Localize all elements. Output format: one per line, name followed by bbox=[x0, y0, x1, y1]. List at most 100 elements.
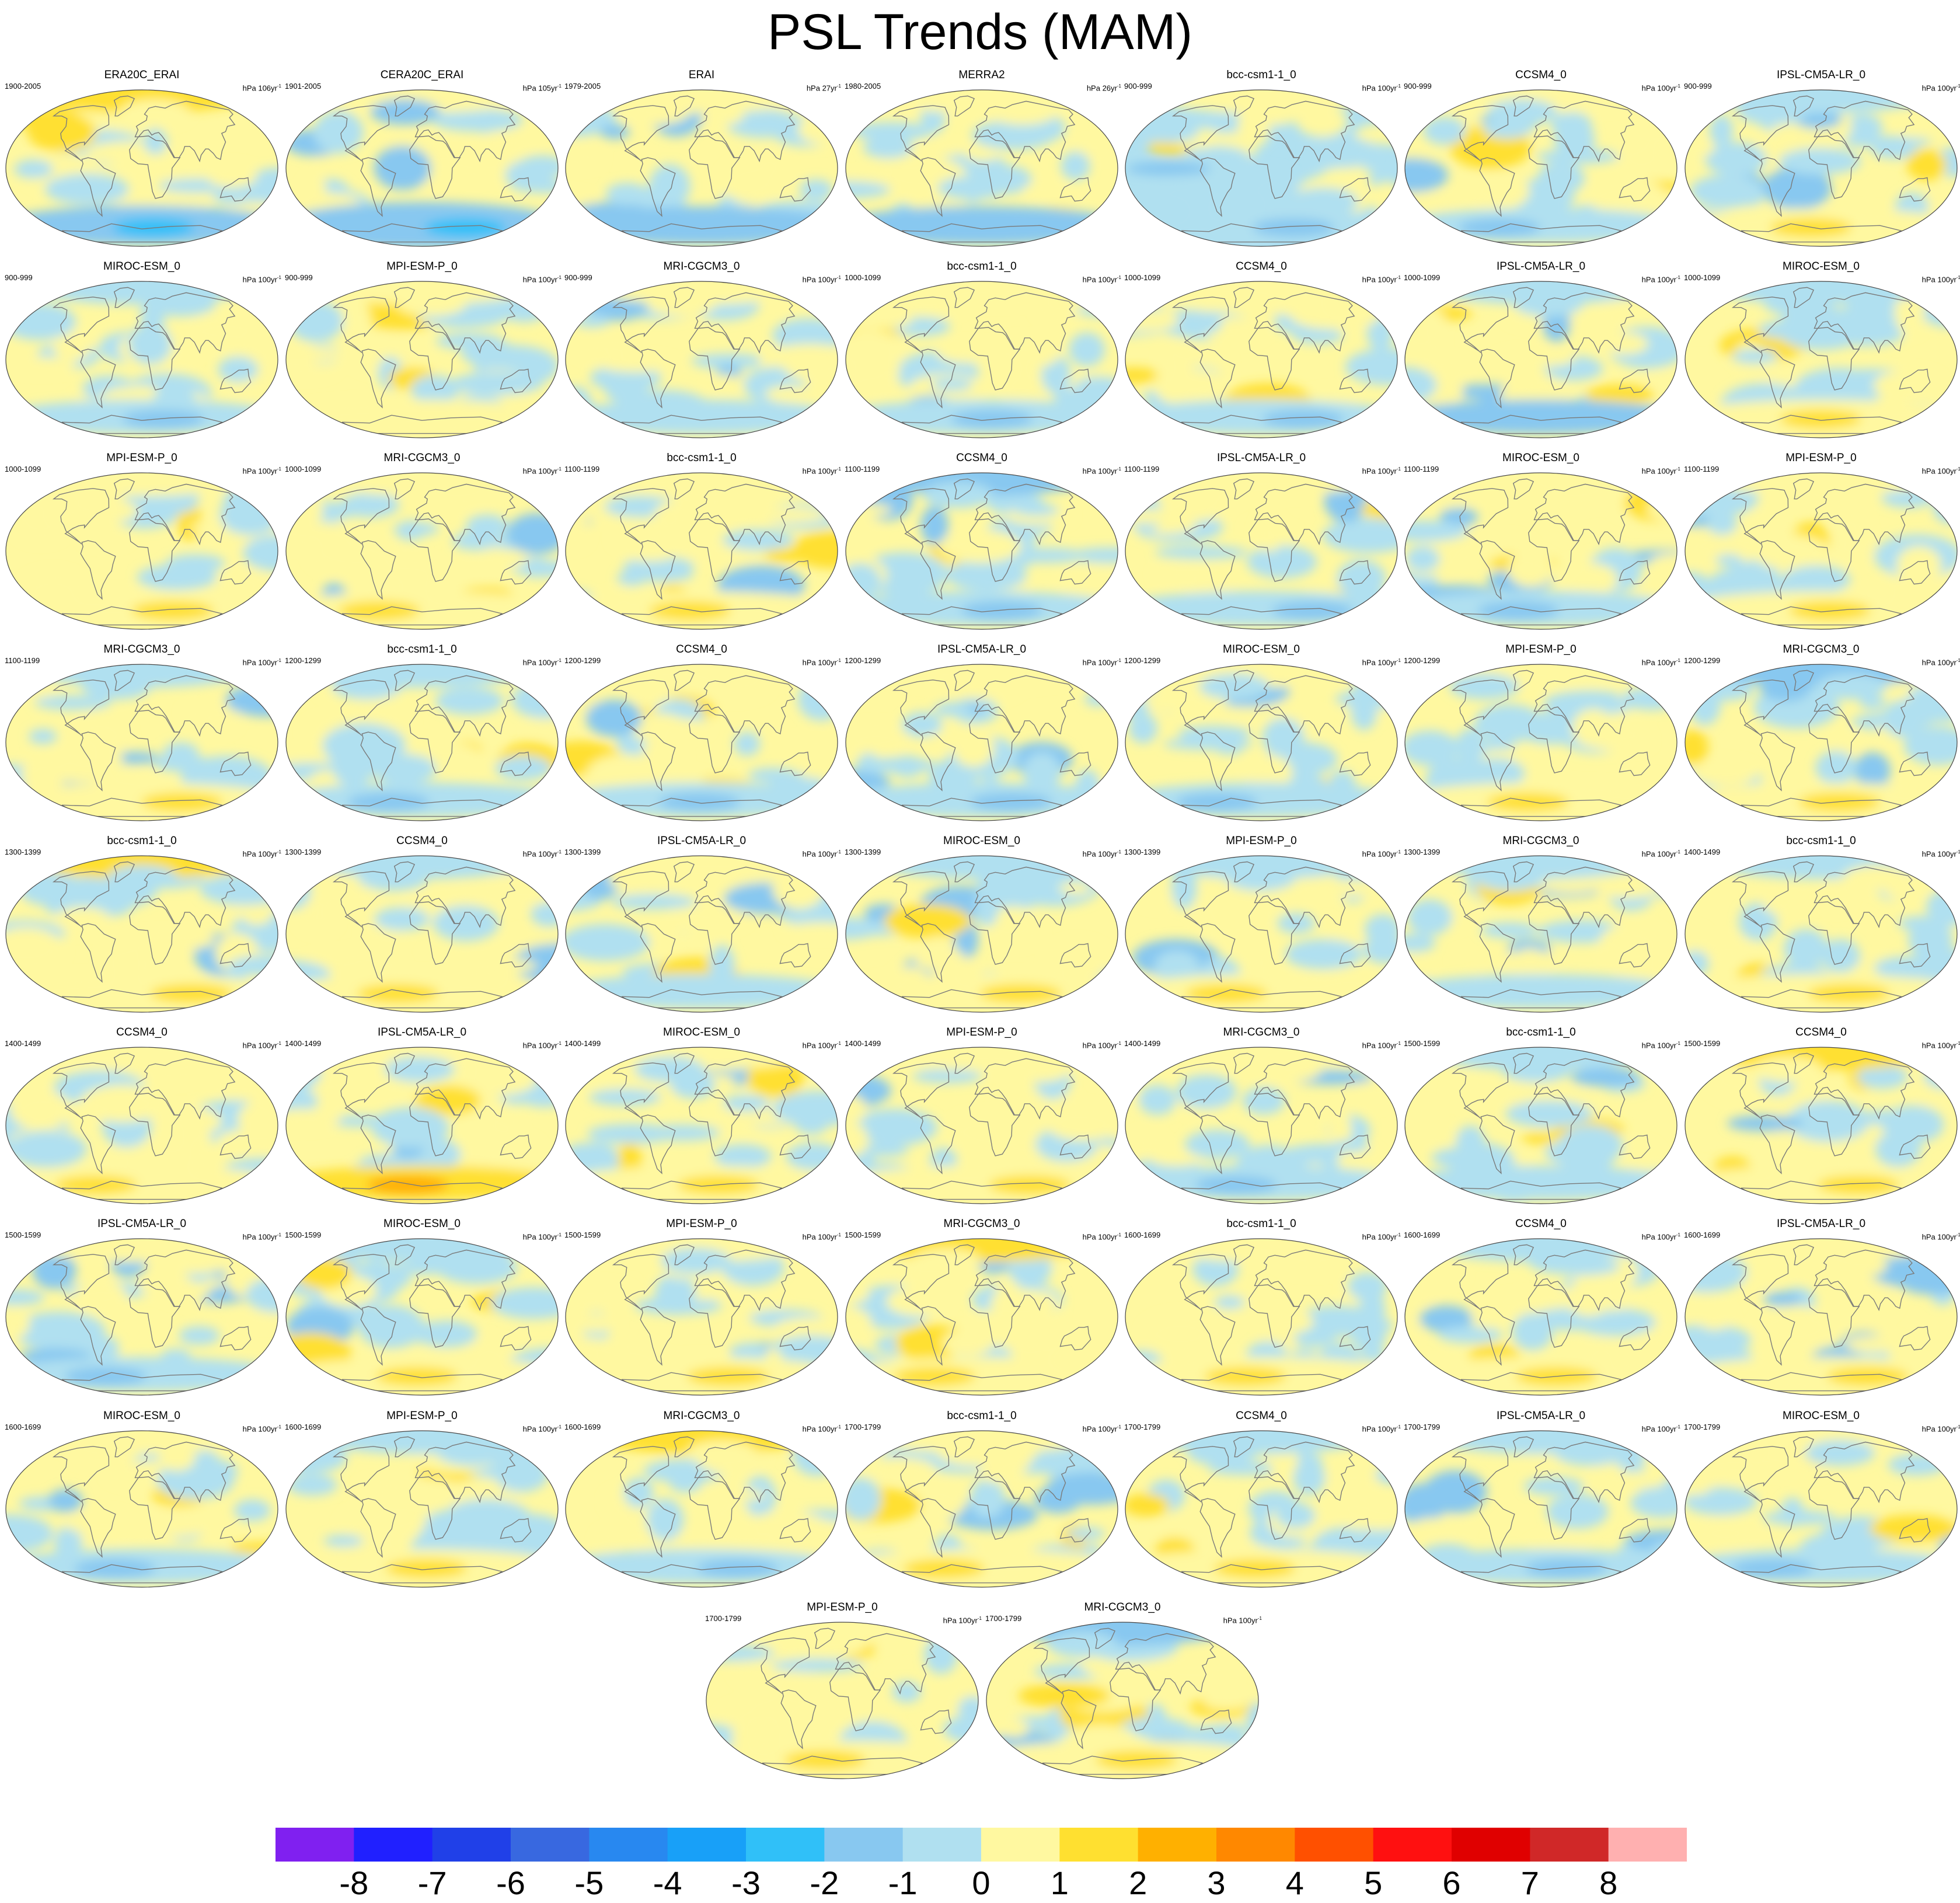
panel-title: bcc-csm1-1_0 bbox=[947, 260, 1017, 273]
panel-period: 1000-1099 bbox=[5, 465, 41, 473]
coastline bbox=[621, 1564, 783, 1584]
coastline bbox=[360, 731, 396, 792]
panel-units: hPa 100yr-1 bbox=[1642, 1231, 1680, 1242]
coastline bbox=[1808, 1284, 1860, 1348]
southern-blob bbox=[649, 601, 731, 620]
anomaly-blob bbox=[1405, 730, 1459, 766]
trend-map bbox=[1685, 89, 1958, 247]
colorbar-tick-label: -4 bbox=[653, 1864, 682, 1901]
coastline bbox=[1479, 1114, 1515, 1174]
coastline bbox=[113, 670, 135, 691]
coastline bbox=[969, 327, 1021, 391]
anomaly-blob bbox=[73, 1280, 127, 1314]
panel-period: 1000-1099 bbox=[1404, 273, 1441, 282]
map-panel: IPSL-CM5A-LR_0 1100-1199 hPa 100yr-1 bbox=[1122, 452, 1401, 633]
anomaly-blob bbox=[606, 183, 649, 205]
map-border bbox=[5, 855, 278, 1013]
panel-period: 1200-1299 bbox=[285, 656, 322, 665]
anomaly-blob bbox=[1244, 169, 1298, 212]
anomaly-blob bbox=[472, 108, 497, 134]
northern-band bbox=[586, 1431, 817, 1454]
map-border bbox=[1404, 89, 1677, 247]
coastline bbox=[360, 1114, 396, 1174]
southern-blob bbox=[639, 410, 721, 428]
northern-blob bbox=[1475, 865, 1546, 891]
coastline bbox=[61, 414, 223, 434]
anomaly-blob bbox=[1292, 327, 1343, 344]
map-border bbox=[1685, 664, 1958, 821]
map-panel: MPI-ESM-P_0 1600-1699 hPa 100yr-1 bbox=[283, 1410, 562, 1591]
anomaly-blob bbox=[83, 531, 129, 546]
anomaly-blob bbox=[218, 357, 259, 382]
coastline bbox=[901, 1372, 1063, 1392]
anomaly-blob bbox=[1857, 1065, 1907, 1089]
coastline bbox=[61, 1564, 223, 1584]
anomaly-blob bbox=[1329, 1140, 1369, 1152]
southern-band bbox=[6, 974, 278, 1009]
panel-unit-exponent: -1 bbox=[1676, 275, 1680, 280]
anomaly-blob bbox=[1742, 1271, 1777, 1292]
panel-unit-exponent: -1 bbox=[1117, 1424, 1121, 1430]
northern-blob bbox=[1225, 865, 1296, 891]
anomaly-blob bbox=[1153, 364, 1205, 405]
map-border bbox=[565, 855, 838, 1013]
coastline bbox=[1254, 1058, 1355, 1120]
colorbar-bin bbox=[1452, 1828, 1530, 1862]
coastline bbox=[953, 861, 975, 883]
anomaly-blob bbox=[1546, 1494, 1609, 1529]
anomaly-blob bbox=[1570, 1067, 1640, 1087]
panel-title: CCSM4_0 bbox=[1515, 69, 1567, 81]
anomaly-blob bbox=[1758, 321, 1798, 339]
anomaly-blob bbox=[1732, 349, 1778, 364]
trend-map bbox=[1685, 1047, 1958, 1204]
panel-units: hPa 100yr-1 bbox=[1362, 465, 1401, 476]
coastline bbox=[974, 675, 1076, 737]
northern-blob bbox=[1263, 291, 1334, 316]
panel-unit-text: hPa 100yr bbox=[1921, 466, 1956, 476]
coastline bbox=[1533, 1441, 1635, 1504]
panel-units: hPa 100yr-1 bbox=[803, 465, 841, 476]
northern-band bbox=[1706, 281, 1937, 305]
northern-band bbox=[306, 1239, 538, 1262]
southern-blob bbox=[1808, 984, 1890, 1003]
coastline bbox=[1808, 710, 1860, 773]
southern-blob bbox=[970, 793, 1052, 811]
coastline bbox=[694, 1441, 796, 1504]
anomaly-blob bbox=[341, 1507, 426, 1540]
anomaly-blob bbox=[1763, 167, 1832, 210]
anomaly-blob bbox=[6, 1141, 67, 1157]
anomaly-blob bbox=[286, 347, 346, 362]
trend-map bbox=[845, 855, 1118, 1013]
coastline bbox=[80, 1114, 116, 1174]
northern-blob bbox=[646, 291, 717, 316]
anomaly-blob bbox=[1023, 752, 1061, 793]
map-border bbox=[285, 1238, 559, 1396]
coastline bbox=[673, 95, 695, 117]
northern-band bbox=[306, 281, 538, 305]
northern-band bbox=[727, 1622, 958, 1646]
panel-title: CCSM4_0 bbox=[1236, 260, 1287, 273]
coastline bbox=[953, 1436, 975, 1458]
coastline bbox=[1528, 1284, 1580, 1348]
anomaly-blob bbox=[771, 1658, 864, 1672]
map-panel: MPI-ESM-P_0 1700-1799 hPa 100yr-1 bbox=[703, 1601, 982, 1782]
coastline bbox=[1759, 540, 1795, 600]
panel-unit-exponent: -1 bbox=[836, 849, 841, 855]
map-border bbox=[1125, 1430, 1398, 1588]
anomaly-blob bbox=[1214, 1295, 1245, 1309]
northern-blob bbox=[55, 482, 125, 508]
northern-blob bbox=[911, 1248, 982, 1274]
northern-band bbox=[586, 473, 817, 496]
coastline bbox=[835, 1633, 936, 1695]
anomaly-blob bbox=[1003, 548, 1089, 563]
anomaly-blob bbox=[219, 494, 278, 535]
southern-blob bbox=[122, 410, 204, 428]
anomaly-blob bbox=[1456, 1125, 1485, 1158]
northern-band bbox=[26, 664, 257, 688]
panel-units: hPa 100yr-1 bbox=[243, 848, 281, 859]
map-border bbox=[565, 1430, 838, 1588]
panel-units: hPa 100yr-1 bbox=[803, 273, 841, 284]
trend-map bbox=[5, 89, 278, 247]
colorbar-bin bbox=[981, 1828, 1060, 1862]
coastline bbox=[694, 866, 796, 929]
